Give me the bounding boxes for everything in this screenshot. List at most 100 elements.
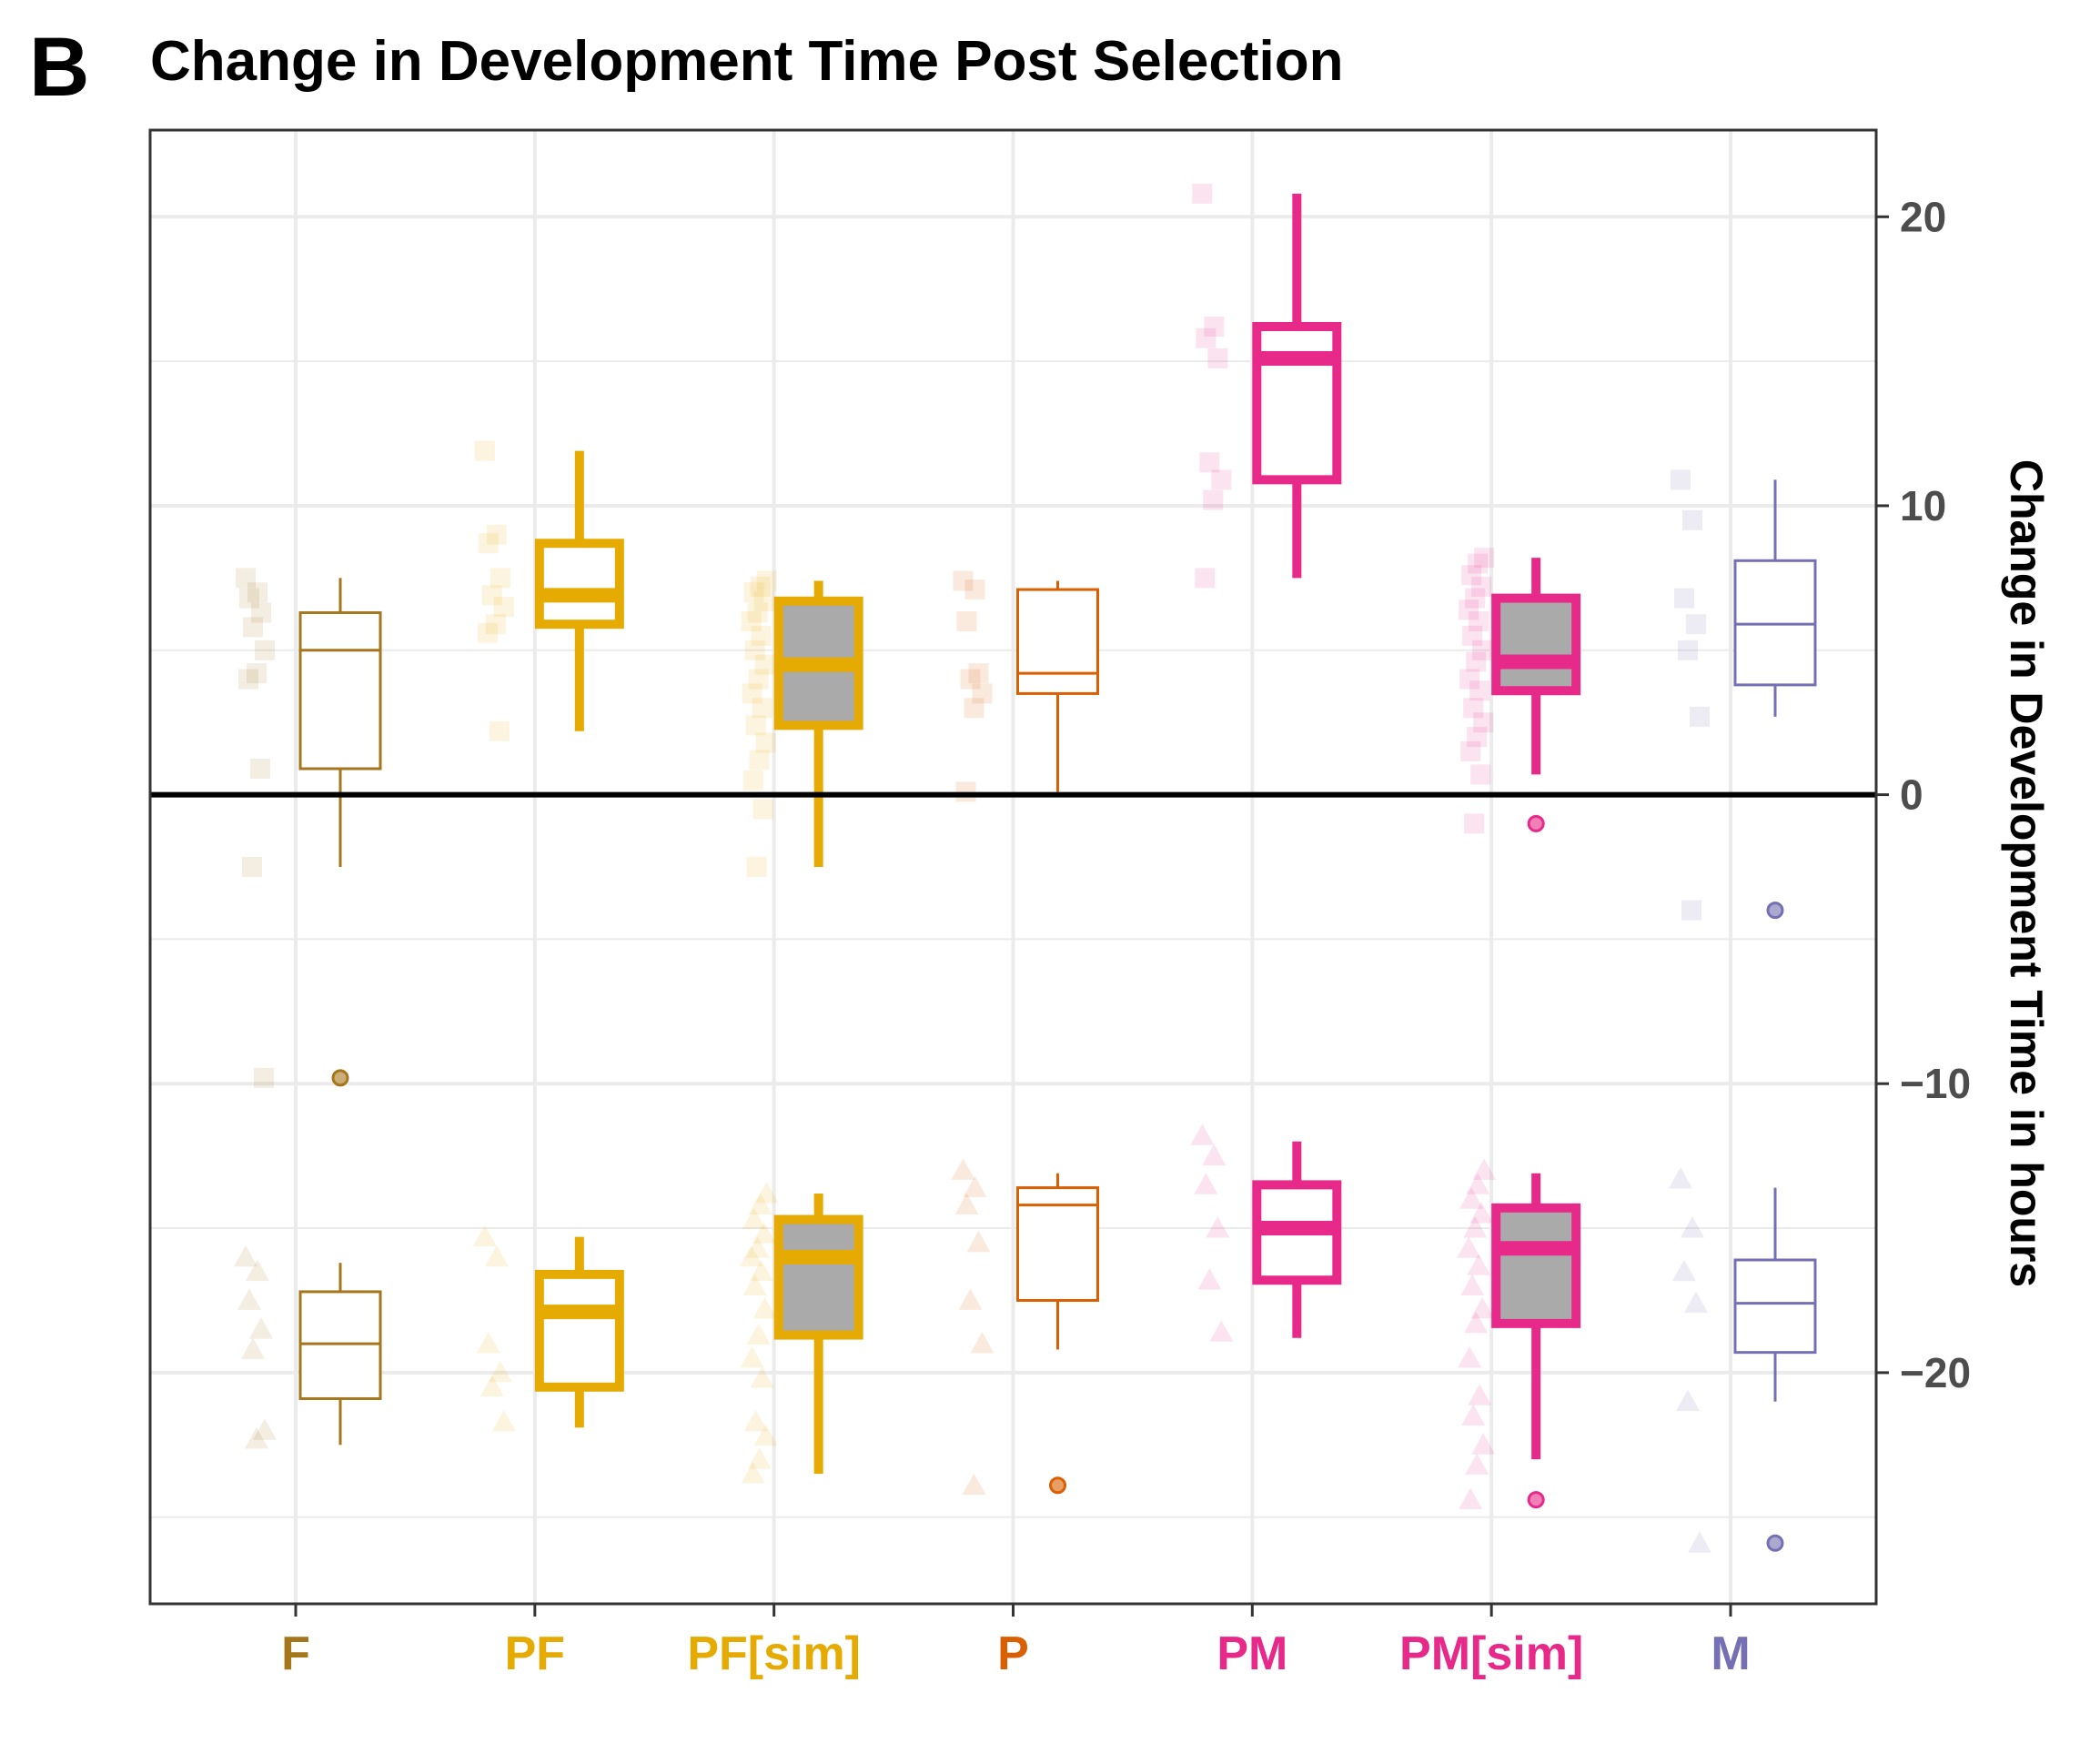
data-point <box>746 857 767 877</box>
outlier-point <box>1766 1534 1784 1552</box>
data-point <box>1463 1216 1488 1238</box>
box-body <box>1733 1258 1817 1355</box>
data-point <box>1190 1123 1215 1145</box>
data-point <box>247 663 267 684</box>
box-body <box>1491 593 1581 696</box>
y-tick-label: 10 <box>1900 482 1946 529</box>
data-point <box>749 750 770 771</box>
data-point <box>1473 712 1494 733</box>
data-point <box>752 1222 776 1244</box>
data-point <box>1460 1274 1485 1295</box>
data-point <box>1459 599 1479 620</box>
data-point <box>234 1244 257 1267</box>
data-point <box>1197 1268 1222 1290</box>
data-point <box>1468 1384 1492 1405</box>
data-point <box>752 799 773 820</box>
data-point <box>488 1360 512 1383</box>
data-point <box>1467 1254 1491 1275</box>
x-tick-label: PF[sim] <box>687 1627 861 1680</box>
x-tick-label: M <box>1711 1627 1750 1680</box>
data-point <box>1676 1389 1700 1412</box>
x-tick-label: P <box>997 1627 1029 1680</box>
panel-label: B <box>29 21 89 114</box>
data-point <box>1206 1216 1230 1238</box>
data-point <box>964 698 984 719</box>
data-point <box>1462 625 1483 646</box>
data-point <box>1458 1346 1482 1368</box>
data-point <box>752 698 772 719</box>
data-point <box>484 1244 509 1267</box>
data-point <box>246 1259 269 1282</box>
data-point <box>751 625 772 646</box>
data-point <box>254 1067 274 1088</box>
y-tick-label: −20 <box>1900 1349 1971 1396</box>
data-point <box>1464 1311 1489 1334</box>
y-tick-label: −10 <box>1900 1060 1971 1107</box>
y-axis-label: Change in Development Time in hours <box>2001 459 2052 1287</box>
data-point <box>481 585 502 606</box>
box-body <box>773 1214 863 1340</box>
data-point <box>476 1332 500 1354</box>
data-point <box>741 1462 765 1484</box>
data-point <box>1468 553 1489 574</box>
data-point <box>1211 469 1232 490</box>
x-tick-label: F <box>281 1627 310 1680</box>
data-point <box>749 1259 773 1282</box>
box-body <box>534 1269 624 1392</box>
x-tick-label: PM[sim] <box>1399 1627 1583 1680</box>
data-point <box>742 1274 767 1295</box>
data-point <box>972 683 993 704</box>
data-point <box>745 715 766 736</box>
data-point <box>478 533 499 554</box>
box-body <box>1016 588 1099 695</box>
data-point <box>1467 727 1488 748</box>
data-point <box>249 1317 273 1339</box>
y-axis: 20 10 0 −10 −20 <box>1876 193 1971 1396</box>
data-point <box>1204 317 1225 337</box>
data-point <box>1469 1202 1494 1224</box>
data-point <box>740 1346 764 1368</box>
data-point <box>490 568 510 589</box>
data-point <box>255 640 275 660</box>
data-point <box>748 669 769 690</box>
data-point <box>253 1418 277 1440</box>
data-point <box>1192 183 1213 204</box>
box-body <box>298 610 382 771</box>
data-point <box>958 1288 983 1310</box>
data-point <box>1469 611 1489 631</box>
data-point <box>1682 509 1702 530</box>
data-point <box>1686 614 1706 635</box>
box-body <box>1733 559 1817 687</box>
data-point <box>238 669 258 690</box>
data-point <box>1688 1531 1711 1553</box>
data-point <box>750 576 771 597</box>
data-point <box>956 611 977 631</box>
data-point <box>964 579 985 600</box>
data-points <box>234 183 1711 1553</box>
data-point <box>251 602 271 623</box>
data-point <box>237 1288 261 1310</box>
data-point <box>1203 489 1224 510</box>
data-point <box>1466 1173 1490 1194</box>
data-point <box>1681 1216 1704 1238</box>
data-point <box>742 770 763 791</box>
box-body <box>534 539 624 630</box>
data-point <box>1195 568 1216 589</box>
outlier-point <box>1766 902 1784 920</box>
data-point <box>962 1473 986 1496</box>
data-point <box>245 1426 268 1449</box>
data-point <box>1681 900 1701 921</box>
data-point <box>960 669 981 690</box>
data-point <box>1463 698 1484 719</box>
data-point <box>1470 1297 1495 1319</box>
data-point <box>1194 1173 1218 1194</box>
data-point <box>1464 813 1485 834</box>
data-point <box>489 720 510 741</box>
data-point <box>951 1158 975 1180</box>
data-point <box>241 1337 265 1359</box>
data-point <box>970 1332 994 1354</box>
data-point <box>480 1375 504 1397</box>
data-point <box>1466 651 1487 672</box>
data-point <box>472 1224 497 1246</box>
